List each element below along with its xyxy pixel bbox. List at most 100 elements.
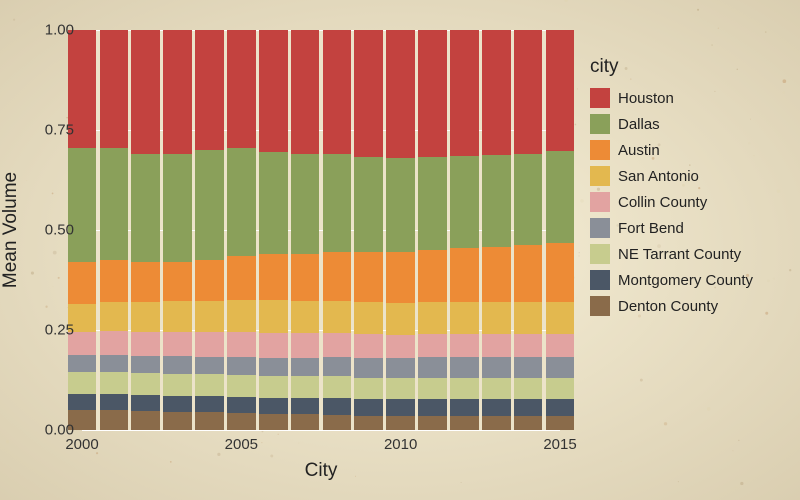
bar-segment: [546, 399, 575, 417]
bar-segment: [100, 302, 129, 331]
bar-segment: [227, 413, 256, 430]
bar-segment: [195, 150, 224, 260]
legend-item: San Antonio: [590, 166, 753, 186]
bar: [227, 30, 256, 430]
bar-segment: [131, 302, 160, 332]
bar-segment: [514, 334, 543, 357]
legend-swatch: [590, 88, 610, 108]
bar-segment: [323, 357, 352, 376]
bar-segment: [227, 397, 256, 413]
legend-swatch: [590, 192, 610, 212]
bar-segment: [68, 394, 97, 410]
bar-segment: [100, 410, 129, 430]
bar-segment: [546, 302, 575, 334]
legend: city Houston Dallas Austin San Antonio Colli…: [590, 56, 753, 322]
bar-segment: [418, 250, 447, 302]
bar: [514, 30, 543, 430]
bar-segment: [514, 154, 543, 245]
bar-segment: [227, 357, 256, 375]
gridline-horizontal: [82, 430, 560, 431]
legend-swatch: [590, 114, 610, 134]
bar-segment: [354, 416, 383, 430]
bar-segment: [386, 303, 415, 335]
x-tick-label: 2000: [65, 430, 98, 453]
legend-swatch: [590, 270, 610, 290]
x-tick-label: 2010: [384, 430, 417, 453]
bar-segment: [227, 300, 256, 332]
bar-segment: [259, 152, 288, 254]
legend-label: Austin: [618, 142, 660, 159]
bar-segment: [546, 378, 575, 399]
bar-segment: [163, 262, 192, 301]
bar-segment: [482, 302, 511, 334]
bar-segment: [354, 30, 383, 157]
bar-segment: [100, 30, 129, 148]
bar-segment: [354, 252, 383, 302]
bar-segment: [163, 356, 192, 373]
bar-segment: [418, 334, 447, 357]
bar-segment: [514, 416, 543, 430]
bar-segment: [450, 399, 479, 417]
bar-segment: [291, 414, 320, 430]
bar-segment: [323, 154, 352, 252]
bar-segment: [259, 358, 288, 376]
bar-segment: [514, 302, 543, 334]
bar-segment: [131, 30, 160, 154]
bar-segment: [323, 333, 352, 357]
bar-segment: [514, 357, 543, 378]
bar-segment: [354, 358, 383, 378]
bar-segment: [195, 332, 224, 357]
bar-segment: [482, 399, 511, 417]
bar-segment: [163, 332, 192, 357]
bar-segment: [323, 30, 352, 154]
bar-segment: [386, 158, 415, 252]
bar-segment: [68, 148, 97, 262]
bar-segment: [131, 262, 160, 302]
bar-segment: [291, 30, 320, 154]
bar-segment: [163, 154, 192, 262]
bar-segment: [100, 260, 129, 302]
bar-segment: [68, 355, 97, 372]
bar-segment: [195, 396, 224, 412]
bar-segment: [131, 356, 160, 373]
bar-segment: [195, 374, 224, 396]
bar-segment: [100, 331, 129, 355]
legend-item: Montgomery County: [590, 270, 753, 290]
bar-segment: [450, 156, 479, 248]
x-tick-label: 2015: [543, 430, 576, 453]
legend-swatch: [590, 140, 610, 160]
legend-item: Collin County: [590, 192, 753, 212]
bar-segment: [195, 301, 224, 332]
bar-segment: [386, 399, 415, 416]
bar-segment: [323, 301, 352, 333]
bar-segment: [514, 399, 543, 417]
bar-segment: [227, 256, 256, 300]
bar-segment: [482, 416, 511, 430]
bar-segment: [450, 302, 479, 334]
bar: [386, 30, 415, 430]
legend-item: Fort Bend: [590, 218, 753, 238]
bar-segment: [259, 414, 288, 430]
bar-segment: [163, 412, 192, 430]
y-axis-label: Mean Volume: [0, 172, 22, 288]
bar-segment: [482, 357, 511, 378]
bar-segment: [323, 376, 352, 398]
bar-segment: [546, 30, 575, 151]
bar-segment: [195, 30, 224, 150]
bar-segment: [386, 378, 415, 399]
legend-swatch: [590, 244, 610, 264]
plot-panel: 0.000.250.500.751.00 2000200520102015: [82, 30, 560, 430]
bar: [259, 30, 288, 430]
bar-segment: [259, 30, 288, 152]
bar-segment: [227, 148, 256, 256]
legend-item: Dallas: [590, 114, 753, 134]
legend-label: Houston: [618, 90, 674, 107]
bar-segment: [546, 357, 575, 378]
legend-title: city: [590, 56, 753, 78]
bar-segment: [100, 394, 129, 410]
bar-segment: [259, 300, 288, 333]
bar-segment: [354, 334, 383, 357]
legend-item: NE Tarrant County: [590, 244, 753, 264]
bar-segment: [386, 252, 415, 303]
bar-segment: [354, 378, 383, 399]
